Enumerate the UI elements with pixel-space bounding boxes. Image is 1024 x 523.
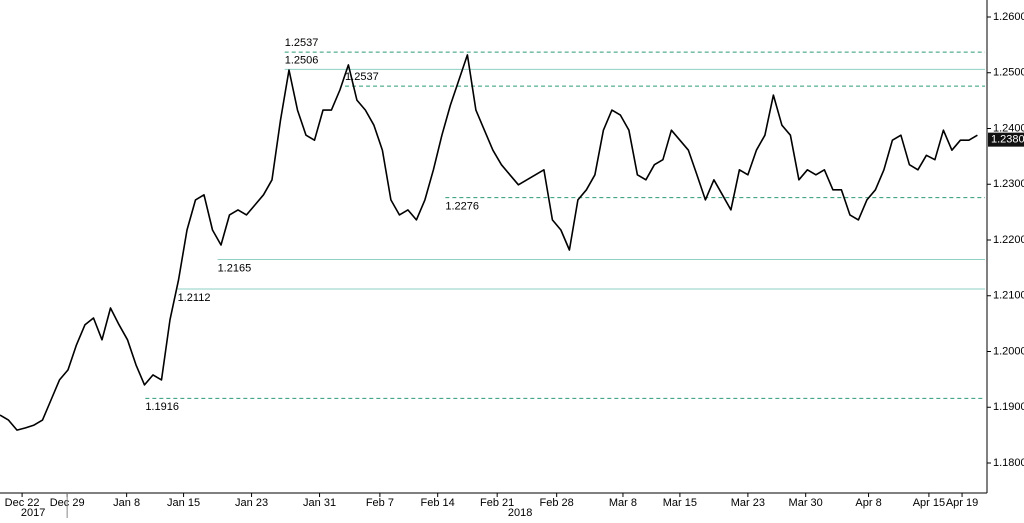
year-label: 2018	[508, 507, 532, 518]
x-tick-label: Jan 31	[303, 497, 336, 509]
level-label: 1.2112	[178, 292, 211, 304]
x-tick-label: Apr 19	[946, 497, 978, 509]
y-tick-label: 1.2400	[993, 122, 1024, 134]
y-tick-label: 1.1800	[993, 457, 1024, 469]
x-tick-label: Feb 21	[480, 497, 514, 509]
x-tick-label: Feb 28	[540, 497, 574, 509]
level-label: 1.2537	[345, 71, 379, 83]
level-label: 1.2506	[285, 54, 319, 66]
x-tick-label: Apr 15	[913, 497, 945, 509]
year-label: 2017	[21, 507, 45, 518]
y-tick-label: 1.2600	[993, 11, 1024, 23]
level-label: 1.2165	[218, 262, 252, 274]
y-tick-label: 1.2000	[993, 345, 1024, 357]
x-tick-label: Jan 8	[113, 497, 140, 509]
x-tick-label: Mar 30	[789, 497, 823, 509]
y-tick-label: 1.2100	[993, 290, 1024, 302]
level-label: 1.2276	[445, 201, 479, 213]
y-tick-label: 1.2200	[993, 234, 1024, 246]
level-label: 1.2537	[285, 37, 319, 49]
x-tick-label: Feb 7	[366, 497, 394, 509]
y-tick-label: 1.2300	[993, 178, 1024, 190]
last-price-label: 1.2380	[991, 134, 1024, 146]
x-tick-label: Jan 15	[167, 497, 200, 509]
x-tick-label: Jan 23	[235, 497, 268, 509]
y-tick-label: 1.1900	[993, 401, 1024, 413]
x-tick-label: Mar 8	[609, 497, 637, 509]
x-tick-label: Feb 14	[421, 497, 455, 509]
x-tick-label: Mar 15	[663, 497, 697, 509]
last-price-box	[988, 132, 1024, 147]
y-tick-label: 1.2500	[993, 67, 1024, 79]
price-line	[0, 54, 978, 431]
x-tick-label: Dec 22	[5, 497, 40, 509]
level-label: 1.1916	[145, 401, 179, 413]
x-tick-label: Apr 8	[855, 497, 881, 509]
x-tick-label: Mar 23	[731, 497, 765, 509]
